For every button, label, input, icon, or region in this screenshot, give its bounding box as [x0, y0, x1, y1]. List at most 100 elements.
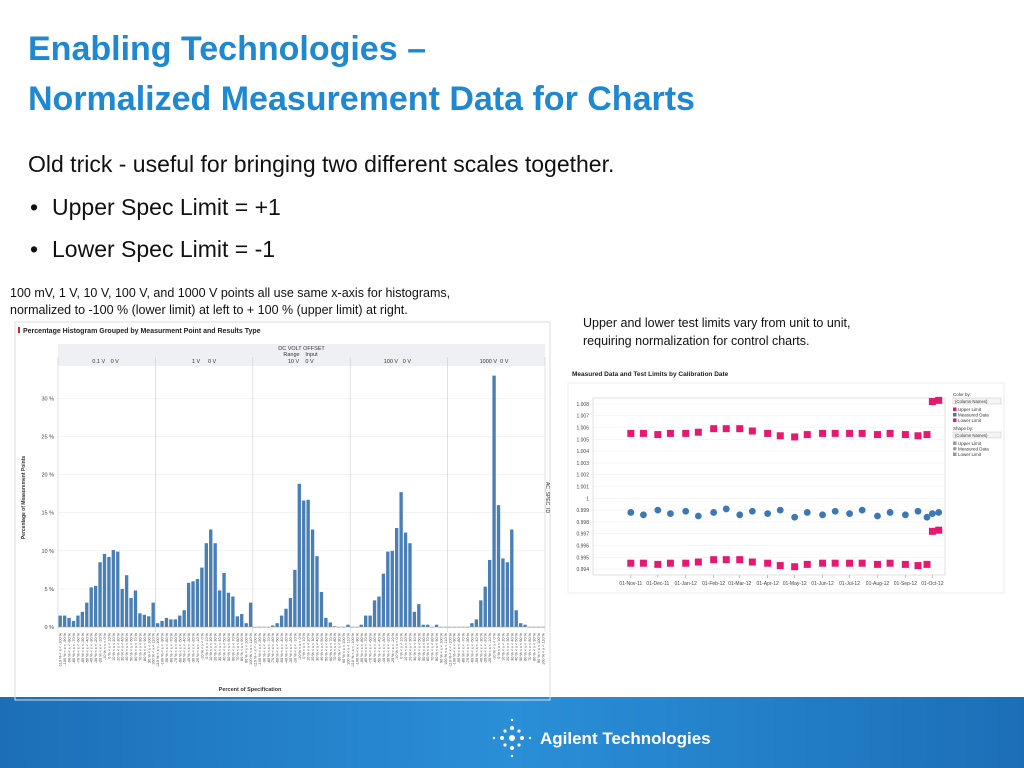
- point: [819, 511, 826, 519]
- legend-heading: Shape by:: [953, 426, 973, 431]
- legend-heading: Color by:: [953, 392, 971, 397]
- panel-header: 0 V: [208, 359, 217, 365]
- x-tick-label: 01-Nov-11: [619, 581, 642, 587]
- y-tick-label: 0.996: [576, 544, 589, 550]
- x-tick-label: -60 % < x < -50 %: [178, 632, 182, 663]
- legend-label: Upper Limit: [958, 441, 982, 446]
- x-tick-label: 01-May-12: [783, 581, 807, 587]
- x-tick-label: 50 % < x < 60 %: [324, 632, 328, 660]
- point: [666, 429, 674, 437]
- bar: [231, 596, 235, 627]
- logo-spark: [492, 718, 532, 758]
- x-tick-label: -100 % < x < -90 %: [355, 632, 359, 665]
- x-tick-label: 70 % < x < 80 %: [431, 632, 435, 660]
- bar: [297, 483, 301, 627]
- point: [873, 431, 881, 439]
- point: [935, 396, 943, 404]
- bar: [217, 590, 222, 627]
- point: [819, 559, 827, 567]
- legend-swatch: [953, 407, 957, 411]
- point: [928, 527, 936, 535]
- x-tick-label: -40 % < x < -30 %: [285, 632, 289, 663]
- bar: [129, 598, 133, 627]
- bar: [390, 550, 394, 627]
- point: [935, 509, 943, 516]
- x-tick-label: -30 % < x < -20 %: [289, 632, 293, 663]
- x-tick-label: 01-Apr-12: [757, 581, 779, 587]
- title-line: Enabling Technologies –: [28, 30, 426, 68]
- bar: [133, 590, 138, 627]
- point: [819, 429, 827, 437]
- y-tick-label: 0 %: [45, 625, 55, 631]
- y-tick-label: 1.001: [576, 485, 589, 491]
- point: [776, 432, 784, 440]
- x-tick-label: -10 % < x < 0 %: [103, 632, 107, 660]
- x-tick-label: 01-Mar-12: [728, 581, 751, 587]
- x-tick-label: -50 % < x < -40 %: [377, 632, 381, 663]
- point: [914, 432, 922, 440]
- chart-title: Percentage Histogram Grouped by Measurme…: [23, 328, 261, 335]
- x-tick-label: -50 % < x < -40 %: [475, 632, 479, 663]
- bar: [403, 532, 408, 627]
- bar: [107, 556, 111, 627]
- y-tick-label: 0.994: [576, 567, 589, 573]
- point: [886, 429, 894, 437]
- bar: [408, 543, 412, 627]
- x-tick-label: -50 % < x < -40 %: [280, 632, 284, 663]
- x-tick-label: 100 % < x < 110 %: [444, 632, 448, 664]
- bar: [222, 572, 226, 627]
- x-tick-label: 01-Feb-12: [702, 581, 725, 587]
- x-tick-label: 40 % < x < 50 %: [223, 632, 227, 660]
- caption: 100 mV, 1 V, 10 V, 100 V, and 1000 V poi…: [10, 286, 450, 300]
- point: [831, 559, 839, 567]
- point: [803, 560, 811, 568]
- point: [694, 512, 702, 520]
- bar: [399, 492, 403, 627]
- bar: [89, 587, 93, 627]
- bar: [417, 604, 421, 627]
- point: [901, 560, 909, 568]
- point: [873, 560, 881, 568]
- x-tick-label: -110 % < x < -100 %: [448, 632, 452, 667]
- bar: [62, 615, 67, 627]
- x-tick-label: -20 % < x < -10 %: [488, 632, 492, 663]
- x-tick-label: 100 % < x < 110 %: [346, 632, 350, 664]
- group-field: Input: [305, 352, 318, 358]
- bar: [319, 591, 324, 627]
- x-tick-label: -20 % < x < -10 %: [99, 632, 103, 663]
- y-tick-label: 1.008: [576, 402, 589, 408]
- point: [722, 556, 730, 564]
- x-tick-label: 01-Jun-12: [811, 581, 834, 587]
- y-tick-label: 0.997: [576, 532, 589, 538]
- point: [776, 506, 784, 514]
- x-tick-label: 60 % < x < 70 %: [329, 632, 333, 660]
- x-tick-label: 70 % < x < 80 %: [236, 632, 240, 660]
- point: [803, 509, 811, 516]
- point: [722, 505, 730, 513]
- bar: [372, 600, 377, 627]
- title-marker: [18, 327, 20, 333]
- point: [803, 431, 811, 439]
- x-tick-label: 10 % < x < 20 %: [112, 632, 116, 660]
- x-tick-label: -30 % < x < -20 %: [386, 632, 390, 663]
- point: [831, 429, 839, 437]
- x-tick-label: 0 % < x < 10 %: [302, 632, 306, 658]
- x-tick-label: -50 % < x < -40 %: [85, 632, 89, 663]
- x-tick-label: 80 % < x < 90 %: [240, 632, 244, 660]
- legend-shape: [952, 446, 957, 451]
- bar: [244, 623, 248, 627]
- x-tick-label: 10 % < x < 20 %: [209, 632, 213, 660]
- legend-shape: [953, 441, 957, 445]
- x-tick-label: 20 % < x < 30 %: [311, 632, 315, 660]
- point: [682, 429, 690, 437]
- bar: [67, 617, 71, 627]
- bar: [386, 551, 390, 627]
- x-tick-label: 20 % < x < 30 %: [214, 632, 218, 660]
- point: [627, 429, 635, 437]
- bar: [359, 624, 363, 627]
- bar: [186, 582, 191, 627]
- x-tick-label: -90 % < x < -80 %: [360, 632, 364, 663]
- point: [831, 507, 839, 515]
- x-tick-label: 70 % < x < 80 %: [528, 632, 532, 660]
- panel-header: 0 V: [403, 359, 412, 365]
